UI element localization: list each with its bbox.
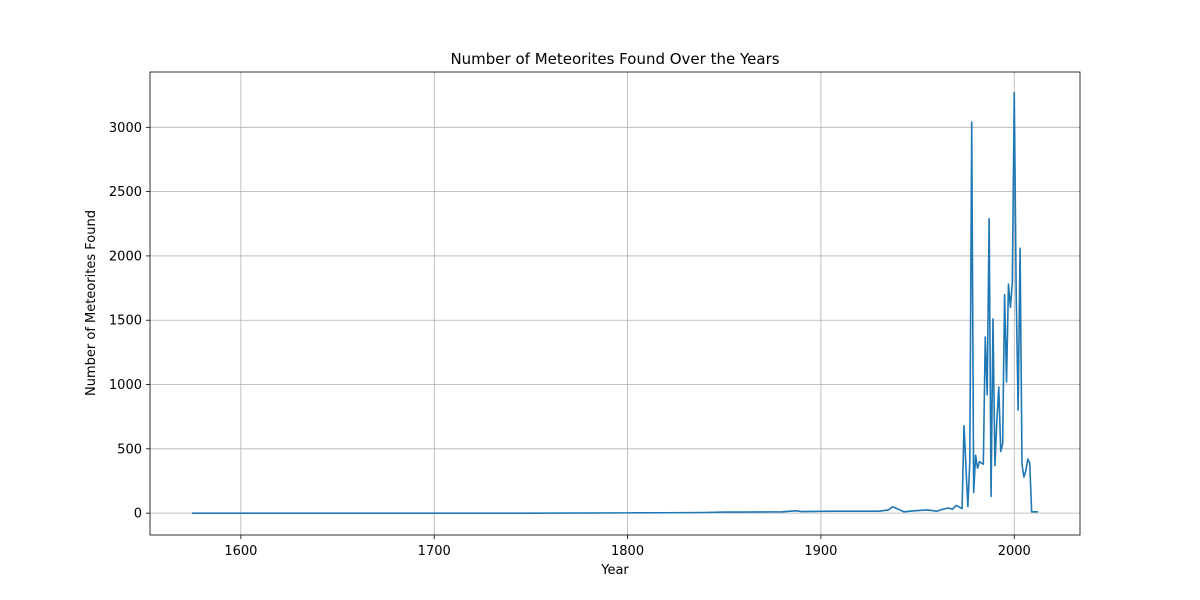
- y-tick-label: 0: [134, 507, 142, 522]
- x-axis-label: Year: [600, 563, 629, 578]
- y-tick-label: 2500: [109, 185, 142, 200]
- series-layer: [191, 91, 1039, 514]
- plot-frame: [149, 71, 1081, 536]
- y-axis-label: Number of Meteorites Found: [84, 210, 99, 396]
- y-tick-label: 3000: [109, 121, 142, 136]
- x-tick-label: 1800: [611, 544, 644, 559]
- chart-title: Number of Meteorites Found Over the Year…: [450, 50, 779, 68]
- y-tick-label: 500: [117, 442, 142, 457]
- x-tick-label: 1900: [804, 544, 837, 559]
- y-tick-label: 1500: [109, 314, 142, 329]
- axes: 1600 1700 1800 1900 2000 0 500 1000 1500 2000 2500…: [109, 71, 1081, 559]
- series-line-0: [191, 91, 1039, 514]
- y-tick-label: 1000: [109, 378, 142, 393]
- y-tick-label: 2000: [109, 249, 142, 264]
- x-tick-label: 1700: [418, 544, 451, 559]
- grid: [150, 72, 1080, 535]
- x-tick-label: 2000: [998, 544, 1031, 559]
- x-tick-label: 1600: [224, 544, 257, 559]
